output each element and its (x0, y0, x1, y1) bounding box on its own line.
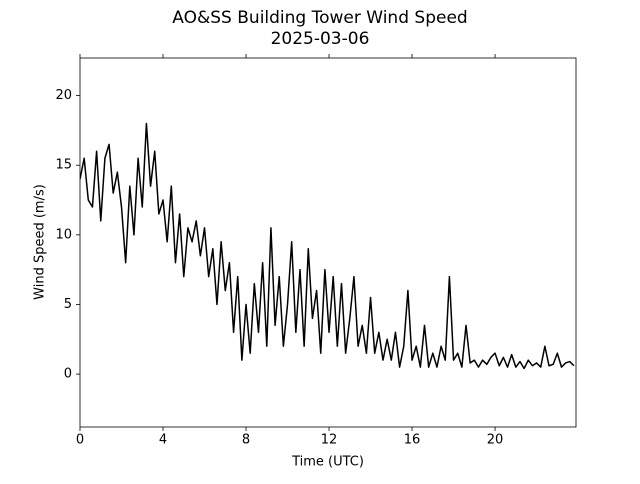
x-axis-label: Time (UTC) (291, 455, 364, 470)
y-tick-label: 0 (64, 367, 72, 382)
y-tick-label: 10 (55, 227, 72, 242)
x-tick-label: 12 (321, 433, 338, 448)
y-tick-label: 15 (55, 158, 72, 173)
x-tick-label: 0 (76, 433, 84, 448)
y-axis-label: Wind Speed (m/s) (33, 184, 48, 300)
y-tick-label: 20 (55, 88, 72, 103)
series-line (80, 122, 575, 370)
plot-frame (79, 57, 577, 428)
chart-subtitle: 2025-03-06 (271, 29, 370, 49)
chart-title: AO&SS Building Tower Wind Speed (172, 8, 467, 28)
x-tick-label: 16 (404, 433, 421, 448)
x-tick-label: 4 (159, 433, 167, 448)
x-tick-label: 20 (487, 433, 504, 448)
x-tick-label: 8 (242, 433, 250, 448)
y-tick-label: 5 (64, 297, 72, 312)
